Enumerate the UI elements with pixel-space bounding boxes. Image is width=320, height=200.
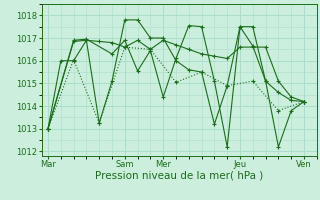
X-axis label: Pression niveau de la mer( hPa ): Pression niveau de la mer( hPa ) <box>95 171 263 181</box>
